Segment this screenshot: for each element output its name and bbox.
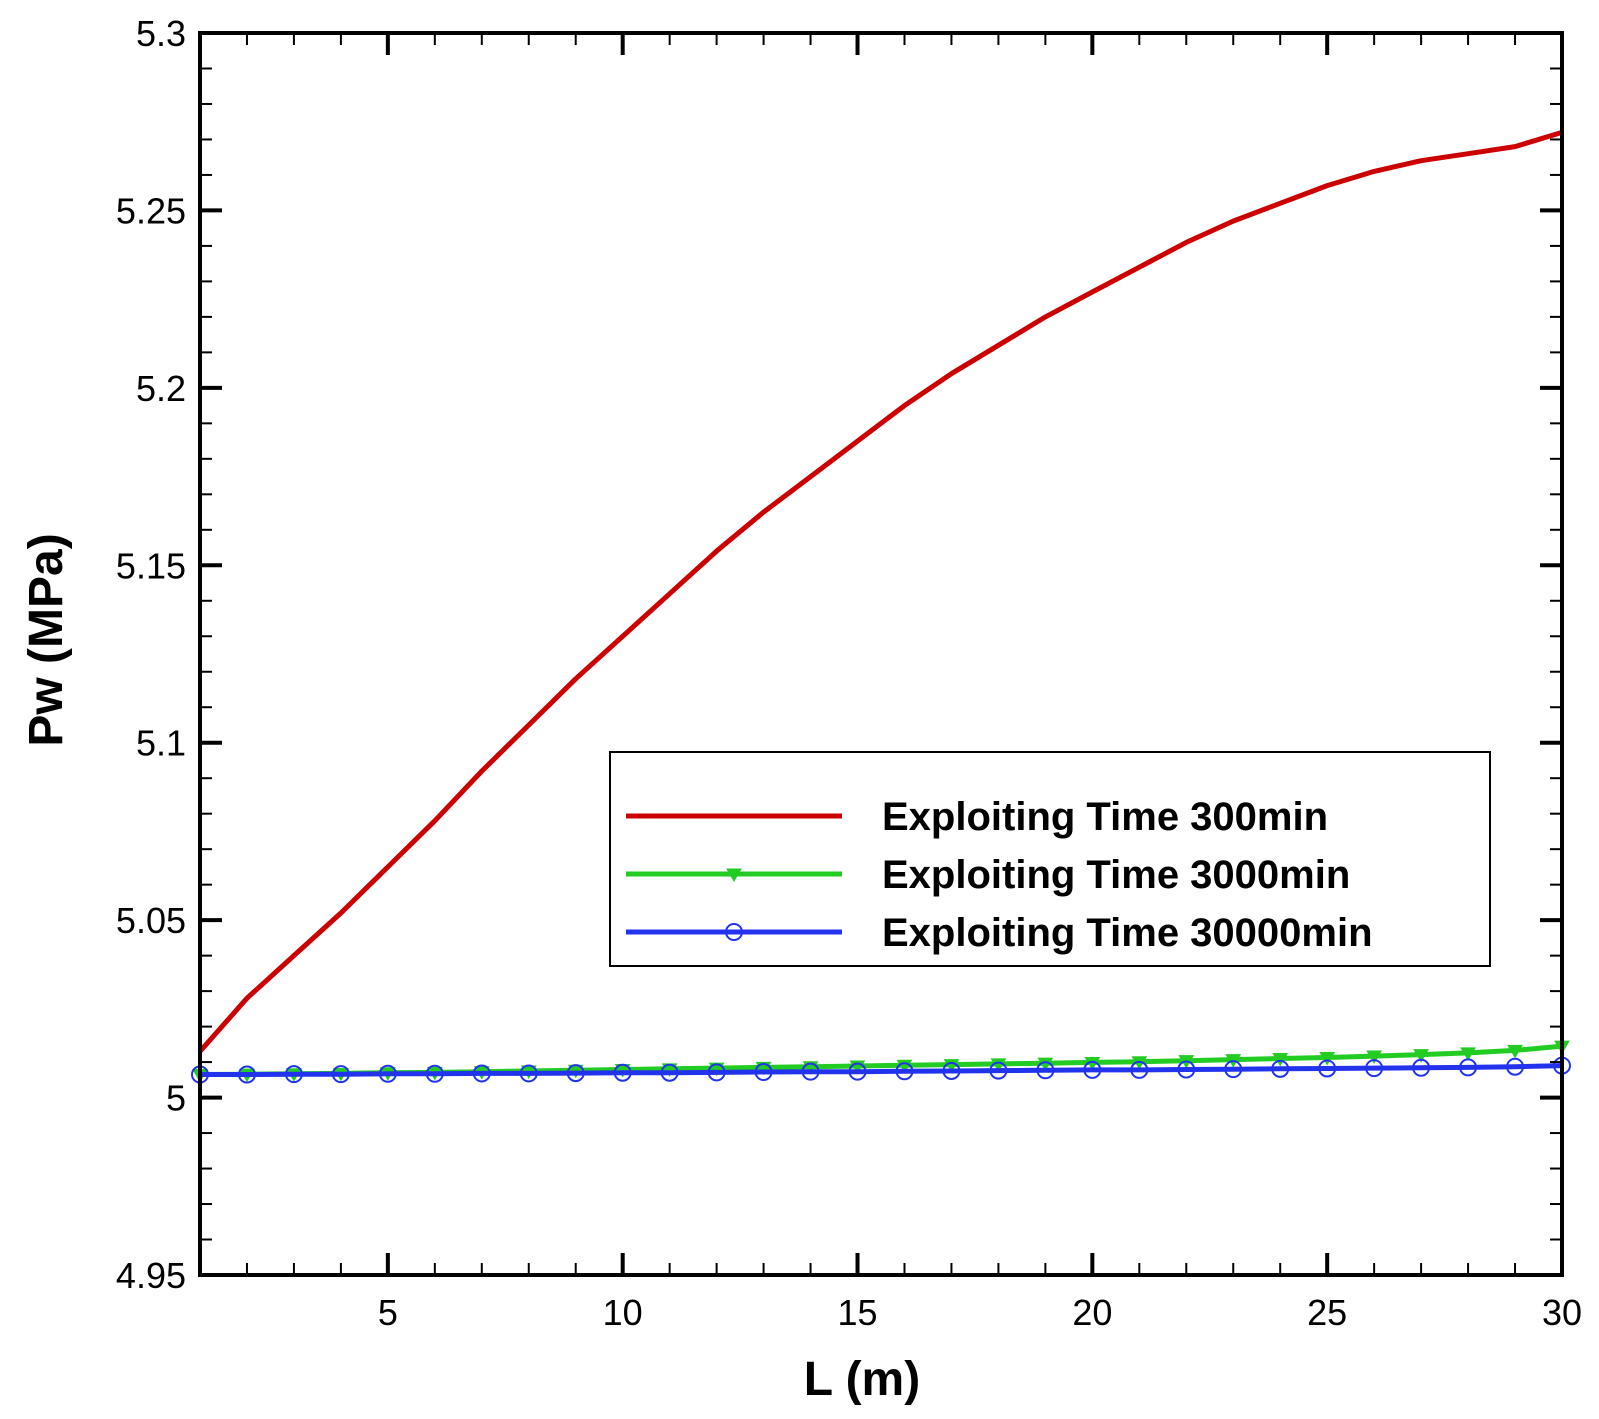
legend-label: Exploiting Time 30000min — [882, 911, 1373, 955]
data-point — [848, 1062, 867, 1081]
data-point — [1365, 1059, 1384, 1078]
x-tick-label: 15 — [837, 1292, 877, 1333]
data-point — [1130, 1060, 1149, 1079]
data-point — [481, 770, 483, 772]
y-tick-label: 5.05 — [116, 900, 186, 941]
data-point — [1514, 146, 1516, 148]
data-point — [1279, 202, 1281, 204]
data-point — [943, 1059, 960, 1073]
x-tick-label: 5 — [378, 1292, 398, 1333]
data-point — [754, 1063, 773, 1082]
data-point — [1412, 1058, 1431, 1077]
data-point — [1467, 153, 1469, 155]
data-point — [472, 1064, 491, 1083]
data-point — [1319, 1051, 1336, 1066]
plot-frame — [198, 31, 1564, 1277]
legend-label: Exploiting Time 300min — [882, 795, 1328, 839]
data-point — [942, 1061, 961, 1080]
y-tick-label: 5.1 — [136, 723, 186, 764]
x-tick-label: 30 — [1542, 1292, 1582, 1333]
data-point — [519, 1064, 538, 1083]
data-point — [1224, 1060, 1243, 1079]
y-tick-label: 5.15 — [116, 545, 186, 586]
legend-marker — [726, 868, 742, 882]
data-point — [1506, 1057, 1525, 1076]
y-tick-label: 5.3 — [136, 13, 186, 54]
data-point — [763, 511, 765, 513]
data-point — [293, 955, 295, 957]
data-point — [857, 440, 859, 442]
data-point — [1177, 1060, 1196, 1079]
data-point — [246, 997, 248, 999]
y-axis-title: Pw (MPa) — [20, 533, 73, 746]
data-point — [903, 405, 905, 407]
data-point — [340, 912, 342, 914]
data-point — [1138, 266, 1140, 268]
legend-entry: Exploiting Time 300min — [626, 795, 1328, 839]
data-point — [378, 1064, 397, 1083]
data-point — [613, 1063, 632, 1082]
data-point — [566, 1064, 585, 1083]
data-point — [1083, 1060, 1102, 1079]
data-point — [1272, 1053, 1289, 1067]
x-tick-label: 20 — [1072, 1292, 1112, 1333]
data-point — [1326, 185, 1328, 187]
data-point — [425, 1064, 444, 1083]
data-point — [895, 1062, 914, 1081]
x-axis-title: L (m) — [804, 1353, 920, 1406]
data-point — [801, 1062, 820, 1081]
data-point — [237, 1065, 256, 1084]
y-tick-label: 5 — [166, 1078, 186, 1119]
data-point — [997, 344, 999, 346]
series-1 — [198, 130, 1563, 1054]
data-point — [622, 635, 624, 637]
data-point — [669, 593, 671, 595]
data-point — [1366, 1050, 1383, 1065]
legend-label: Exploiting Time 3000min — [882, 853, 1350, 897]
data-point — [1460, 1047, 1476, 1061]
data-point — [1232, 220, 1234, 222]
data-point — [716, 550, 718, 552]
data-point — [1459, 1058, 1478, 1077]
data-point — [1091, 291, 1093, 293]
data-point — [1271, 1059, 1290, 1078]
data-point — [707, 1063, 726, 1082]
data-point — [989, 1061, 1008, 1080]
x-tick-label: 10 — [603, 1292, 643, 1333]
data-point — [1185, 241, 1187, 243]
data-point — [1036, 1061, 1055, 1080]
data-point — [990, 1058, 1007, 1072]
data-point — [284, 1065, 303, 1084]
series-3 — [191, 1056, 1571, 1084]
data-point — [528, 724, 530, 726]
data-point — [1044, 316, 1046, 318]
data-point — [810, 476, 812, 478]
series-layer — [191, 130, 1571, 1084]
y-tick-label: 5.2 — [136, 368, 186, 409]
data-point — [1318, 1059, 1337, 1078]
data-point — [1420, 160, 1422, 162]
data-point — [434, 820, 436, 822]
data-point — [660, 1063, 679, 1082]
legend-entry: Exploiting Time 30000min — [626, 911, 1373, 955]
series-line — [198, 130, 1563, 1054]
y-tick-label: 4.95 — [116, 1255, 186, 1296]
legend-entry: Exploiting Time 3000min — [626, 853, 1350, 897]
y-tick-label: 5.25 — [116, 190, 186, 231]
legend-marker — [725, 923, 743, 941]
data-point — [575, 678, 577, 680]
data-point — [950, 373, 952, 375]
data-point — [387, 866, 389, 868]
data-point — [331, 1065, 350, 1084]
legend: Exploiting Time 300min Exploiting Time 30… — [609, 751, 1491, 967]
data-point — [1413, 1049, 1429, 1063]
data-point — [1507, 1044, 1523, 1059]
x-tick-label: 25 — [1307, 1292, 1347, 1333]
data-point — [1373, 170, 1375, 172]
axes-layer: 5 10 15 20 25 30 4.95 5 5.05 5.1 5.15 5.2 5.25 5.3 — [116, 13, 1582, 1333]
